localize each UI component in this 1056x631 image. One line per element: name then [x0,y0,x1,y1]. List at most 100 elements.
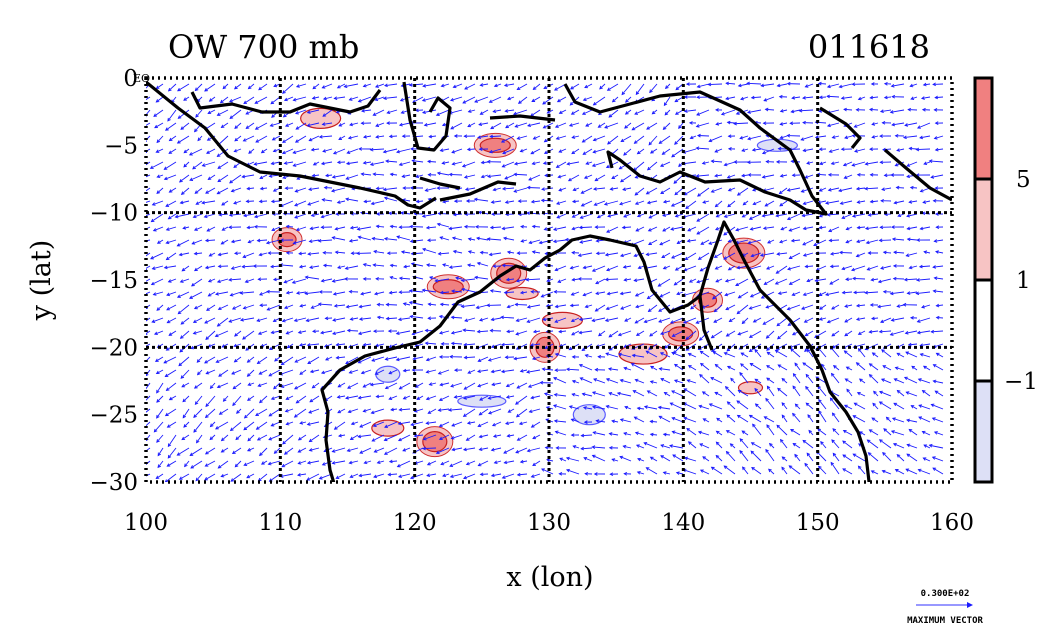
wind-vector-head [254,100,259,104]
wind-vector [781,456,788,462]
wind-vector-head [247,382,252,387]
wind-vector [476,237,489,241]
wind-vector-head [460,278,465,283]
wind-vector-head [516,472,521,477]
wind-vector-head [397,317,402,322]
wind-vector-head [763,416,768,420]
wind-vector [831,161,840,165]
wind-vector-head [503,450,508,454]
wind-vector-head [178,362,183,367]
wind-vector [383,187,398,191]
wind-vector-head [894,469,899,473]
wind-vector [206,148,216,154]
wind-vector [349,122,359,126]
wind-vector-head [544,345,549,349]
wind-vector-head [917,468,922,473]
wind-vector [531,395,541,399]
wind-vector-head [637,457,641,462]
wind-vector-head [571,135,576,139]
wind-vector [736,304,749,314]
wind-vector-head [659,241,664,246]
wind-vector-head [465,461,470,466]
wind-vector-head [402,186,407,190]
wind-vector-head [515,331,520,336]
wind-vector [646,467,658,475]
wind-vector [502,473,515,479]
wind-vector-head [193,267,198,272]
wind-vector [620,252,632,257]
wind-vector-head [209,423,214,428]
wind-vector-head [531,98,536,103]
wind-vector [635,83,645,95]
wind-vector-head [363,460,368,465]
wind-vector-head [570,292,575,296]
wind-vector-head [873,390,877,395]
wind-vector-head [217,252,222,257]
wind-vector-head [632,390,637,394]
wind-vector-head [662,126,667,130]
wind-vector-head [409,475,414,480]
wind-vector-head [583,456,588,461]
wind-vector-head [178,252,183,257]
wind-vector [737,415,749,423]
wind-vector [599,83,606,90]
wind-vector-head [346,448,351,453]
wind-vector [554,394,567,397]
wind-vector-head [515,278,520,283]
wind-vector [673,343,684,354]
wind-vector-head [552,404,557,408]
wind-vector-head [607,367,612,371]
wind-vector-head [143,99,146,102]
wind-vector-head [788,281,793,285]
wind-vector-head [350,421,355,426]
wind-vector-head [838,84,843,89]
wind-vector [856,304,866,307]
wind-vector-head [437,408,442,412]
wind-vector-head [204,238,209,243]
wind-vector-head [453,368,458,372]
wind-vector-head [462,328,467,333]
wind-vector-head [403,264,407,269]
wind-vector-head [219,99,224,104]
wind-vector-head [256,238,261,243]
wind-vector-head [846,388,850,393]
wind-vector [906,419,918,423]
wind-vector [376,225,385,228]
contour-feature [432,279,464,295]
wind-vector [777,388,788,397]
wind-vector-head [245,347,250,351]
wind-vector-head [292,241,297,245]
wind-vector [843,430,853,436]
wind-vector-head [176,294,181,298]
wind-vector-head [634,192,639,196]
wind-vector [871,417,879,423]
wind-vector [859,431,866,436]
wind-vector [156,434,164,443]
wind-vector [164,265,177,269]
wind-vector [247,226,255,229]
wind-vector-head [156,439,160,443]
wind-vector-head [832,428,837,432]
wind-vector-head [893,250,897,255]
wind-vector-head [192,165,196,170]
wind-vector [491,343,502,348]
wind-vector-head [463,224,468,229]
wind-vector-head [338,136,343,140]
wind-vector-head [554,430,559,435]
wind-vector-head [518,421,523,426]
wind-vector-head [871,135,876,139]
wind-vector-head [206,307,210,311]
wind-vector [363,408,372,412]
wind-vector [689,278,697,283]
wind-vector-head [696,279,701,284]
wind-vector [195,473,203,481]
wind-vector [740,363,749,371]
wind-vector-head [358,304,363,309]
wind-vector [741,174,749,177]
wind-vector [146,317,151,322]
wind-vector-head [245,125,250,129]
wind-vector [699,443,710,449]
wind-vector-head [217,264,222,269]
wind-vector-head [776,322,781,327]
wind-vector [209,252,216,257]
